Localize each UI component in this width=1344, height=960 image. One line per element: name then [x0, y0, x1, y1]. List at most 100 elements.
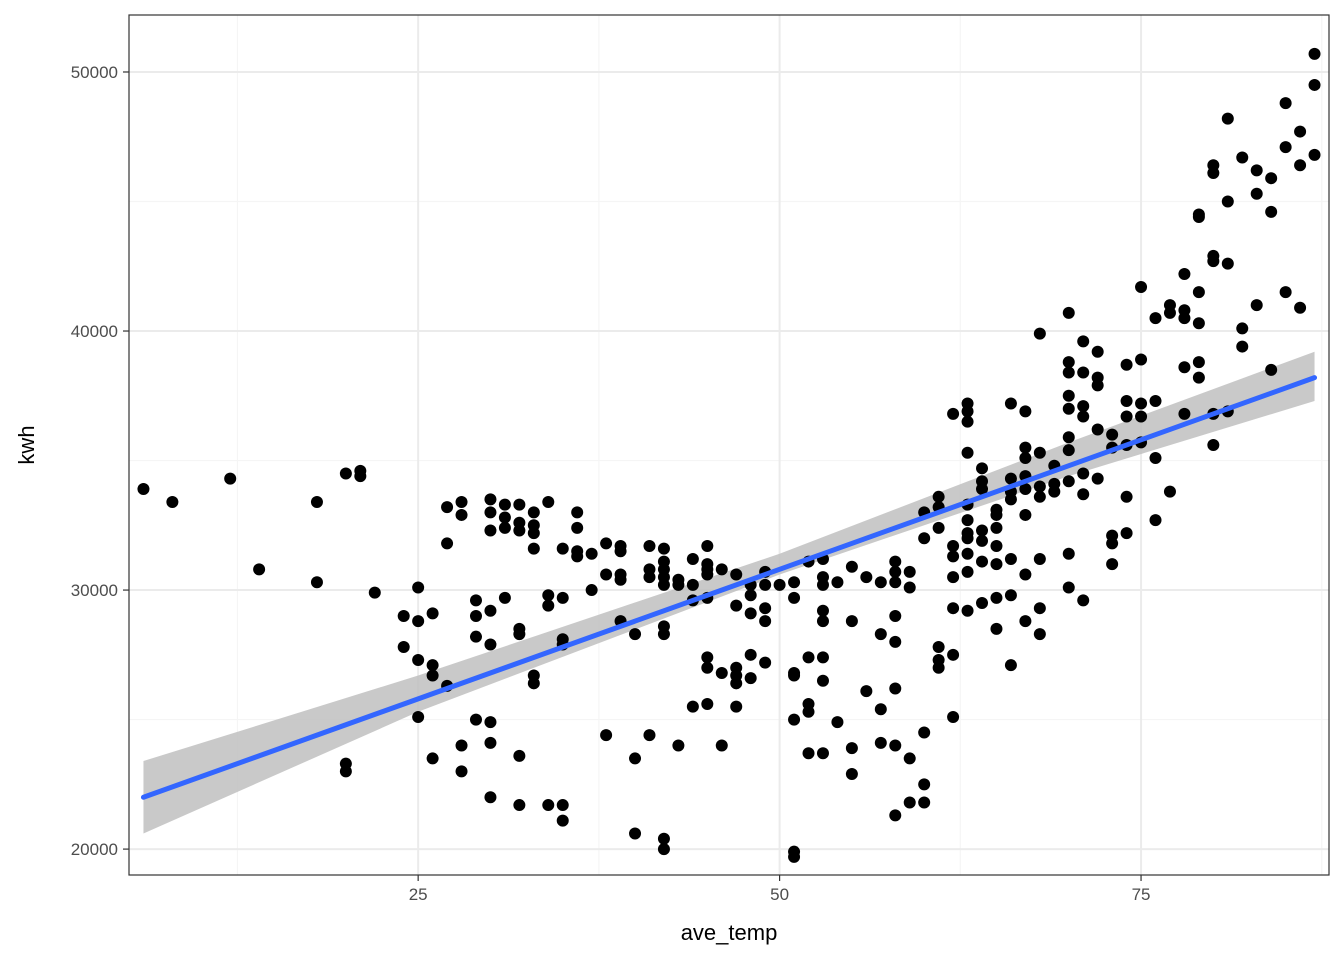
data-point	[556, 591, 569, 604]
data-point	[889, 609, 902, 622]
data-point	[657, 578, 670, 591]
data-point	[542, 799, 555, 812]
data-point	[1077, 410, 1090, 423]
data-point	[1192, 356, 1205, 369]
data-point	[556, 814, 569, 827]
data-point	[701, 661, 714, 674]
data-point	[455, 508, 468, 521]
data-point	[715, 563, 728, 576]
y-tick-label: 20000	[71, 840, 118, 859]
data-point	[759, 578, 772, 591]
data-point	[1294, 301, 1307, 314]
data-point	[1120, 410, 1133, 423]
data-point	[759, 602, 772, 615]
data-point	[1149, 312, 1162, 325]
x-tick-label: 75	[1132, 885, 1151, 904]
data-point	[773, 578, 786, 591]
data-point	[1106, 558, 1119, 571]
data-point	[918, 726, 931, 739]
data-point	[1178, 407, 1191, 420]
data-point	[947, 648, 960, 661]
data-point	[932, 521, 945, 534]
data-point	[1077, 366, 1090, 379]
data-point	[1004, 659, 1017, 672]
data-point	[600, 568, 613, 581]
data-point	[961, 446, 974, 459]
data-point	[759, 656, 772, 669]
data-point	[1091, 472, 1104, 485]
data-point	[744, 648, 757, 661]
data-point	[1207, 439, 1220, 451]
data-point	[990, 521, 1003, 534]
data-point	[1004, 397, 1017, 410]
data-point	[455, 765, 468, 778]
data-point	[1279, 97, 1292, 110]
data-point	[513, 749, 526, 762]
data-point	[1077, 335, 1090, 348]
data-point	[1135, 410, 1148, 423]
data-point	[643, 540, 656, 553]
data-point	[1192, 371, 1205, 384]
data-point	[816, 604, 829, 617]
data-point	[831, 716, 844, 729]
data-point	[600, 729, 613, 742]
data-point	[484, 604, 497, 617]
x-tick-label: 25	[409, 885, 428, 904]
data-point	[961, 514, 974, 527]
y-tick-label: 50000	[71, 63, 118, 82]
data-point	[484, 506, 497, 519]
data-point	[556, 799, 569, 812]
data-point	[759, 615, 772, 628]
data-point	[571, 506, 584, 519]
data-point	[715, 739, 728, 752]
data-point	[947, 571, 960, 584]
data-point	[816, 747, 829, 760]
data-point	[961, 547, 974, 560]
data-point	[1192, 317, 1205, 330]
data-point	[961, 532, 974, 545]
data-point	[310, 495, 323, 508]
data-point	[542, 495, 555, 508]
data-point	[657, 542, 670, 555]
data-point	[1048, 485, 1061, 498]
data-point	[802, 747, 815, 760]
data-point	[137, 483, 150, 496]
data-point	[1019, 441, 1032, 454]
data-point	[1135, 280, 1148, 293]
data-point	[672, 739, 685, 752]
data-point	[441, 537, 454, 550]
data-point	[976, 524, 989, 537]
data-point	[1308, 47, 1321, 60]
data-point	[990, 540, 1003, 553]
data-point	[1019, 568, 1032, 581]
data-point	[397, 641, 410, 654]
data-point	[686, 552, 699, 565]
data-point	[1120, 394, 1133, 407]
data-point	[1236, 322, 1249, 335]
data-point	[947, 550, 960, 563]
data-point	[339, 467, 352, 480]
data-point	[990, 558, 1003, 571]
data-point	[1221, 195, 1234, 208]
data-point	[932, 641, 945, 654]
data-point	[397, 609, 410, 622]
data-point	[1033, 628, 1046, 641]
data-point	[527, 677, 540, 690]
data-point	[1163, 306, 1176, 319]
data-point	[614, 545, 627, 558]
data-point	[802, 651, 815, 664]
data-point	[1077, 400, 1090, 413]
data-point	[1250, 187, 1263, 200]
data-point	[1062, 356, 1075, 369]
data-point	[1091, 423, 1104, 436]
data-point	[1004, 552, 1017, 565]
data-point	[744, 607, 757, 620]
data-point	[368, 586, 381, 599]
data-point	[1019, 451, 1032, 464]
data-point	[600, 537, 613, 550]
data-point	[889, 809, 902, 822]
data-point	[455, 495, 468, 508]
data-point	[1192, 211, 1205, 224]
data-point	[1106, 537, 1119, 550]
